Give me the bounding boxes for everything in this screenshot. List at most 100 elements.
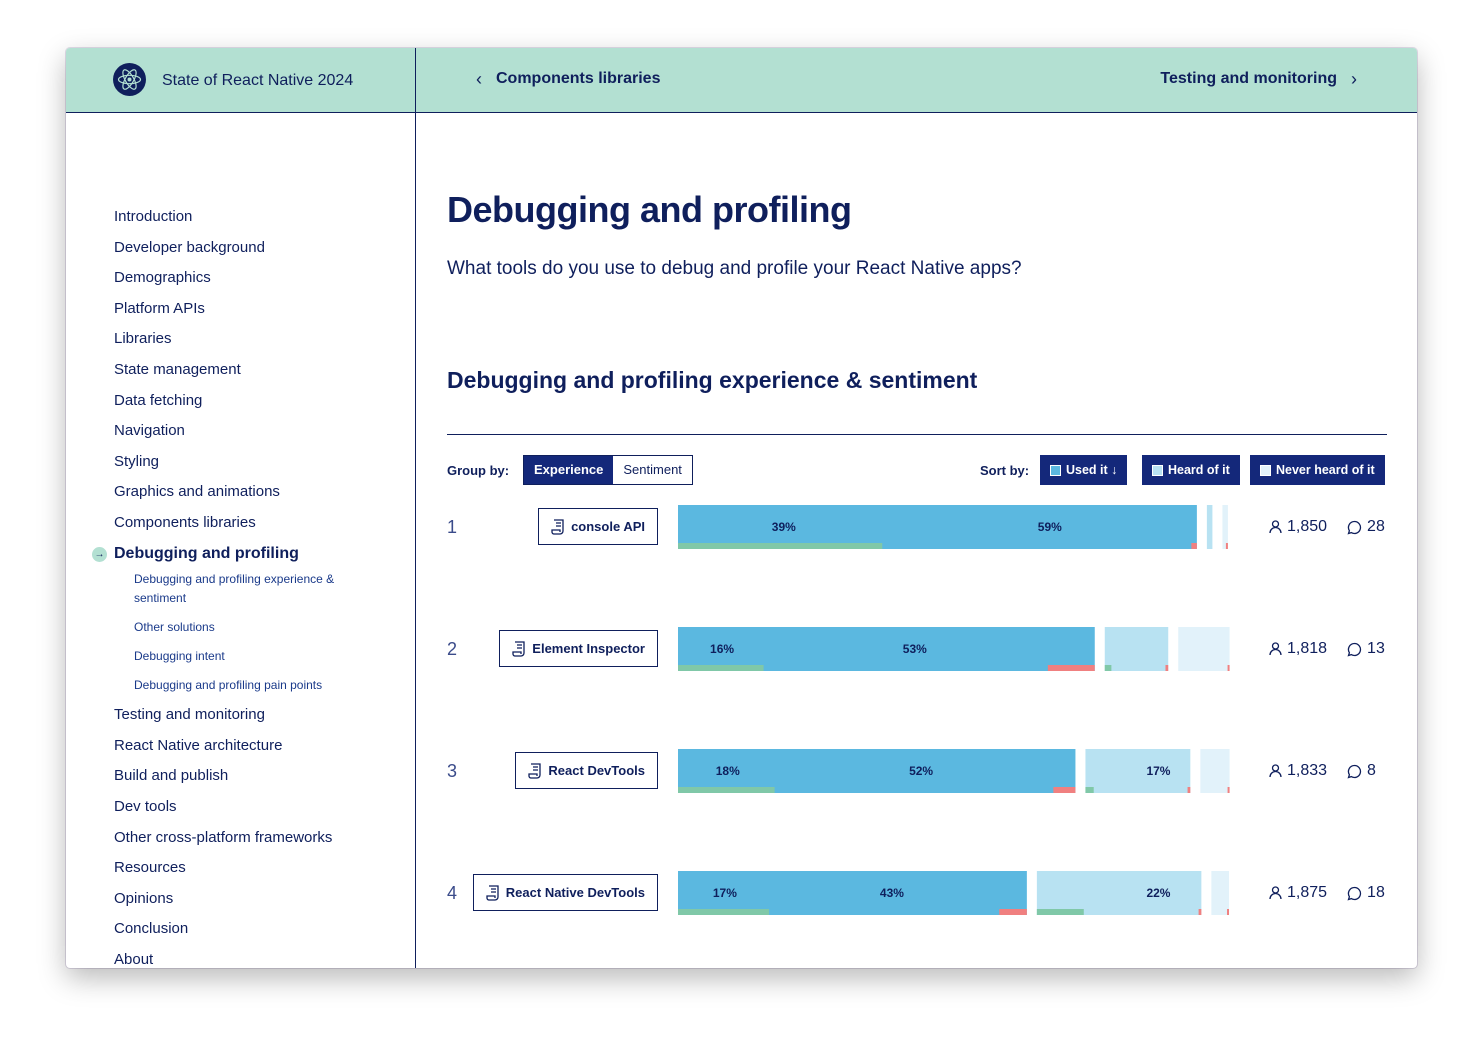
bar-percent-label: 16% bbox=[710, 642, 734, 656]
sidebar-subitem[interactable]: Debugging intent bbox=[134, 649, 225, 664]
sidebar-item[interactable]: Testing and monitoring bbox=[114, 706, 265, 724]
comments-stat[interactable]: 28 bbox=[1347, 518, 1385, 536]
sidebar-subitem[interactable]: Other solutions bbox=[134, 620, 215, 635]
sidebar-item[interactable]: Dev tools bbox=[114, 797, 177, 815]
comments-count: 8 bbox=[1367, 762, 1376, 779]
row-rank: 2 bbox=[447, 639, 458, 659]
experience-bar: 16% 53% bbox=[678, 627, 1230, 671]
heard-positive-mark bbox=[1036, 909, 1084, 915]
heard-segment bbox=[1206, 505, 1213, 549]
comments-stat[interactable]: 8 bbox=[1347, 762, 1376, 780]
respondents-stat[interactable]: 1,875 bbox=[1269, 884, 1327, 902]
comment-icon bbox=[1347, 764, 1362, 779]
brand-title: State of React Native 2024 bbox=[162, 72, 354, 89]
page-title: Debugging and profiling bbox=[447, 189, 852, 230]
bar-percent-label: 22% bbox=[1146, 886, 1170, 900]
sidebar-item[interactable]: Components libraries bbox=[114, 513, 256, 531]
sidebar-item[interactable]: Resources bbox=[114, 859, 186, 877]
used-segment bbox=[678, 627, 1095, 671]
group-by-label: Group by: bbox=[447, 463, 510, 478]
comments-count: 28 bbox=[1367, 518, 1385, 535]
used-positive-mark bbox=[678, 543, 883, 549]
sidebar-item[interactable]: Data fetching bbox=[114, 391, 203, 409]
heard-positive-mark bbox=[1104, 665, 1112, 671]
group-experience-button[interactable]: Experience bbox=[524, 456, 614, 484]
row-stats: 1,833 8 bbox=[1269, 762, 1376, 780]
chevron-left-icon: ‹ bbox=[476, 69, 482, 89]
brand[interactable]: State of React Native 2024 bbox=[66, 48, 416, 112]
row-stats: 1,850 28 bbox=[1269, 518, 1385, 536]
respondents-stat[interactable]: 1,818 bbox=[1269, 640, 1327, 658]
tool-button[interactable]: console API bbox=[538, 508, 658, 545]
tool-button[interactable]: React Native DevTools bbox=[472, 874, 658, 911]
used-swatch-icon bbox=[1050, 464, 1061, 476]
group-sentiment-button[interactable]: Sentiment bbox=[613, 456, 692, 484]
sidebar-item[interactable]: Navigation bbox=[114, 422, 185, 440]
row-rank: 1 bbox=[447, 517, 458, 537]
bar-percent-label: 52% bbox=[909, 764, 933, 778]
scroll-icon bbox=[551, 518, 564, 535]
bar-percent-label: 39% bbox=[772, 520, 796, 534]
comments-count: 13 bbox=[1367, 640, 1385, 657]
sidebar-subitem[interactable]: Debugging and profiling pain points bbox=[134, 678, 323, 693]
row-stats: 1,818 13 bbox=[1269, 640, 1385, 658]
chevron-right-icon: › bbox=[1351, 69, 1357, 89]
sort-used-button[interactable]: Used it ↓ bbox=[1040, 455, 1128, 485]
sidebar-item[interactable]: Conclusion bbox=[114, 920, 189, 938]
comments-stat[interactable]: 13 bbox=[1347, 640, 1385, 658]
sort-never-label: Never heard of it bbox=[1276, 463, 1375, 477]
main-content: Debugging and profiling What tools do yo… bbox=[447, 113, 1387, 968]
tool-button[interactable]: React DevTools bbox=[515, 752, 658, 789]
bar-percent-label: 53% bbox=[903, 642, 927, 656]
sort-never-button[interactable]: Never heard of it bbox=[1250, 455, 1385, 485]
sidebar-item[interactable]: Build and publish bbox=[114, 767, 229, 785]
respondents-stat[interactable]: 1,833 bbox=[1269, 762, 1327, 780]
scroll-icon bbox=[528, 762, 542, 779]
next-section-link[interactable]: Testing and monitoring › bbox=[1160, 70, 1357, 88]
tool-name: console API bbox=[571, 519, 645, 534]
sidebar-item[interactable]: Introduction bbox=[114, 208, 193, 225]
tool-row: 4 React Native DevTools 17% 43% 22% 1,875 18 bbox=[447, 871, 1387, 915]
respondents-count: 1,833 bbox=[1287, 762, 1328, 779]
sidebar-item[interactable]: Styling bbox=[114, 452, 160, 470]
sort-by-label: Sort by: bbox=[980, 463, 1030, 478]
person-icon bbox=[1269, 520, 1282, 534]
heard-negative-mark bbox=[1187, 787, 1191, 793]
sidebar-item[interactable]: React Native architecture bbox=[114, 736, 283, 754]
respondents-count: 1,875 bbox=[1287, 884, 1328, 901]
sidebar-item[interactable]: Libraries bbox=[114, 330, 172, 348]
react-logo-icon bbox=[113, 63, 146, 96]
scroll-icon bbox=[486, 884, 499, 901]
sidebar-item[interactable]: Other cross-platform frameworks bbox=[114, 828, 333, 846]
sidebar-item-active[interactable]: → Debugging and profiling bbox=[92, 544, 409, 575]
heard-swatch-icon bbox=[1152, 464, 1163, 476]
used-negative-mark bbox=[1191, 543, 1197, 549]
sidebar-item[interactable]: About bbox=[114, 950, 154, 968]
bar-percent-label: 18% bbox=[716, 764, 740, 778]
app-window: State of React Native 2024 ‹ Components … bbox=[66, 48, 1417, 968]
tool-button[interactable]: Element Inspector bbox=[499, 630, 658, 667]
sidebar-subitem[interactable]: Debugging and profiling experience & sen… bbox=[134, 572, 335, 606]
used-segment bbox=[678, 871, 1027, 915]
sidebar-item[interactable]: State management bbox=[114, 360, 241, 378]
respondents-stat[interactable]: 1,850 bbox=[1269, 518, 1327, 536]
person-icon bbox=[1269, 886, 1282, 900]
prev-section-label: Components libraries bbox=[496, 70, 661, 87]
heard-segment bbox=[1085, 749, 1191, 793]
sidebar-item-active-label: Debugging and profiling bbox=[114, 544, 299, 562]
used-positive-mark bbox=[678, 787, 775, 793]
person-icon bbox=[1269, 764, 1282, 778]
comments-count: 18 bbox=[1367, 884, 1385, 901]
row-rank: 3 bbox=[447, 761, 458, 781]
respondents-count: 1,850 bbox=[1287, 518, 1328, 535]
sidebar-item[interactable]: Graphics and animations bbox=[114, 483, 280, 501]
sidebar-item[interactable]: Opinions bbox=[114, 889, 174, 907]
sidebar-item[interactable]: Demographics bbox=[114, 269, 211, 287]
comments-stat[interactable]: 18 bbox=[1347, 884, 1385, 902]
sidebar-item[interactable]: Developer background bbox=[114, 238, 265, 256]
top-header: State of React Native 2024 ‹ Components … bbox=[66, 48, 1417, 113]
sidebar-item[interactable]: Platform APIs bbox=[114, 299, 205, 317]
respondents-count: 1,818 bbox=[1287, 640, 1328, 657]
sort-heard-button[interactable]: Heard of it bbox=[1142, 455, 1240, 485]
prev-section-link[interactable]: ‹ Components libraries bbox=[476, 70, 660, 88]
